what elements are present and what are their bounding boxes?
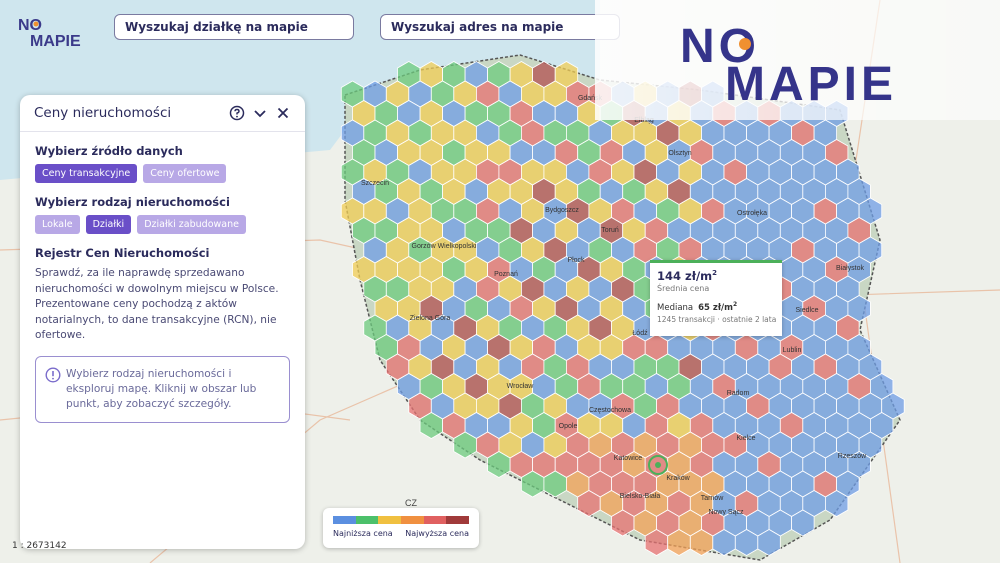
city-label: Zielona Góra bbox=[410, 315, 451, 322]
alert-circle-icon bbox=[45, 366, 61, 383]
price-hexagon[interactable] bbox=[791, 509, 815, 537]
tooltip-transactions: 1245 transakcji · ostatnie 2 lata bbox=[657, 314, 777, 324]
city-label: Gdańsk bbox=[578, 95, 603, 102]
type-option-units[interactable]: Lokale bbox=[35, 215, 80, 234]
type-option-plots[interactable]: Działki bbox=[85, 215, 132, 234]
city-label: Gorzów Wielkopolski bbox=[412, 243, 477, 250]
country-label: CZ bbox=[405, 498, 417, 508]
map-scale: 1 : 2673142 bbox=[12, 541, 67, 551]
city-label: Łódź bbox=[632, 330, 648, 337]
legend-swatch bbox=[355, 516, 379, 524]
city-label: Wrocław bbox=[507, 383, 535, 390]
legend-swatch bbox=[446, 516, 470, 524]
price-panel: Ceny nieruchomości Wybierz źródło danych… bbox=[20, 95, 305, 549]
price-hexagons[interactable] bbox=[340, 61, 905, 556]
search-address-field[interactable] bbox=[380, 14, 620, 40]
city-label: Poznań bbox=[494, 271, 518, 278]
city-label: Opole bbox=[559, 423, 578, 430]
registry-description: Sprawdź, za ile naprawdę sprzedawano nie… bbox=[35, 267, 279, 341]
brand-dot-icon bbox=[739, 38, 751, 50]
city-label: Radom bbox=[727, 390, 750, 397]
city-label: Częstochowa bbox=[589, 407, 631, 414]
logo-dot-icon bbox=[33, 21, 39, 27]
legend-swatch bbox=[378, 516, 402, 524]
city-label: Katowice bbox=[614, 455, 643, 462]
city-label: Siedlce bbox=[796, 307, 819, 314]
price-hexagon[interactable] bbox=[825, 490, 849, 517]
tooltip-median: Mediana 65 zł/m2 bbox=[657, 301, 738, 313]
legend-swatch bbox=[401, 516, 424, 524]
city-labels: Gdańsk Olsztyn Szczecin Bydgoszcz Toruń Ostro… bbox=[361, 95, 867, 516]
city-label: Lublin bbox=[783, 347, 802, 354]
panel-title: Ceny nieruchomości bbox=[34, 105, 172, 121]
location-marker[interactable] bbox=[648, 455, 668, 475]
info-text: Wybierz rodzaj nieruchomości i eksploruj… bbox=[66, 367, 257, 410]
search-address-input[interactable] bbox=[391, 15, 609, 39]
type-option-built-plots[interactable]: Działki zabudowane bbox=[137, 215, 246, 234]
city-label: Kraków bbox=[666, 475, 690, 482]
city-label: Bydgoszcz bbox=[545, 207, 579, 214]
hex-tooltip: 144 zł/m2 Średnia cena Mediana 65 zł/m2 1… bbox=[650, 260, 782, 336]
tooltip-price-label: Średnia cena bbox=[657, 284, 710, 293]
type-options: Lokale Działki Działki zabudowane bbox=[35, 215, 290, 234]
source-section-title: Wybierz źródło danych bbox=[35, 144, 183, 158]
help-icon[interactable] bbox=[229, 105, 245, 121]
source-option-transaction[interactable]: Ceny transakcyjne bbox=[35, 164, 138, 183]
legend-swatch bbox=[333, 516, 356, 524]
city-label: Białystok bbox=[836, 265, 865, 272]
app-logo[interactable]: NO MAPIE bbox=[18, 14, 98, 48]
legend-swatch bbox=[423, 516, 447, 524]
source-option-offer[interactable]: Ceny ofertowe bbox=[143, 164, 227, 183]
legend-low-label: Najniższa cena bbox=[333, 529, 393, 538]
city-label: Kielce bbox=[736, 435, 755, 442]
price-legend: Najniższa cena Najwyższa cena bbox=[323, 508, 479, 548]
legend-high-label: Najwyższa cena bbox=[405, 529, 469, 538]
city-label: Płock bbox=[567, 257, 585, 264]
panel-header: Ceny nieruchomości bbox=[20, 95, 305, 132]
city-label: Olsztyn bbox=[668, 150, 691, 157]
brand-text-bottom: MAPIE bbox=[725, 58, 897, 111]
chevron-down-icon[interactable] bbox=[252, 105, 268, 121]
legend-color-bar bbox=[333, 516, 470, 524]
city-label: Bielsko-Biała bbox=[620, 493, 661, 500]
tooltip-price: 144 zł/m2 bbox=[657, 269, 718, 283]
info-box: Wybierz rodzaj nieruchomości i eksploruj… bbox=[35, 355, 290, 423]
city-label: Tarnów bbox=[701, 495, 725, 502]
close-icon[interactable] bbox=[275, 105, 291, 121]
city-label: Nowy Sącz bbox=[708, 509, 744, 516]
logo-text-bottom: MAPIE bbox=[30, 33, 81, 48]
search-plot-field[interactable] bbox=[114, 14, 354, 40]
city-label: Szczecin bbox=[361, 180, 389, 187]
registry-title: Rejestr Cen Nieruchomości bbox=[35, 246, 210, 260]
city-label: Toruń bbox=[601, 227, 619, 234]
city-label: Rzeszów bbox=[838, 453, 867, 460]
type-section-title: Wybierz rodzaj nieruchomości bbox=[35, 195, 230, 209]
brand-overlay: NO MAPIE bbox=[595, 0, 1000, 120]
price-hexagon[interactable] bbox=[757, 529, 781, 556]
source-options: Ceny transakcyjne Ceny ofertowe bbox=[35, 164, 290, 183]
search-plot-input[interactable] bbox=[125, 15, 343, 39]
logo-text-top: NO bbox=[18, 17, 42, 34]
city-label: Ostrołęka bbox=[737, 210, 767, 217]
city-label: Elbląg bbox=[634, 117, 654, 124]
